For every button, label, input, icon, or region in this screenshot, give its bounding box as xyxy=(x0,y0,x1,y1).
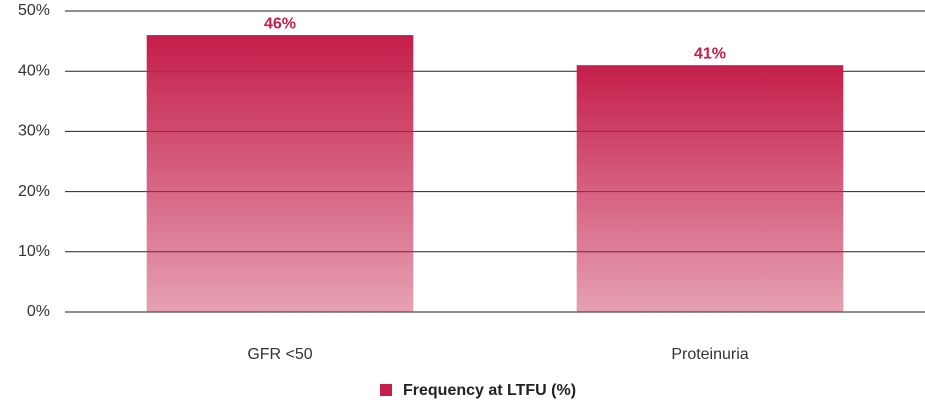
bar xyxy=(146,35,414,313)
value-label: 41% xyxy=(694,45,726,62)
y-tick-label: 40% xyxy=(18,62,50,79)
y-tick-label: 10% xyxy=(18,243,50,260)
legend-label: Frequency at LTFU (%) xyxy=(403,382,576,399)
y-tick-label: 30% xyxy=(18,123,50,140)
legend-swatch xyxy=(380,384,392,396)
x-tick-label: GFR <50 xyxy=(247,346,312,363)
y-tick-label: 0% xyxy=(27,303,50,320)
y-tick-label: 50% xyxy=(18,2,50,19)
bar xyxy=(576,65,844,313)
value-label: 46% xyxy=(264,15,296,32)
y-tick-label: 20% xyxy=(18,183,50,200)
x-tick-label: Proteinuria xyxy=(671,346,748,363)
